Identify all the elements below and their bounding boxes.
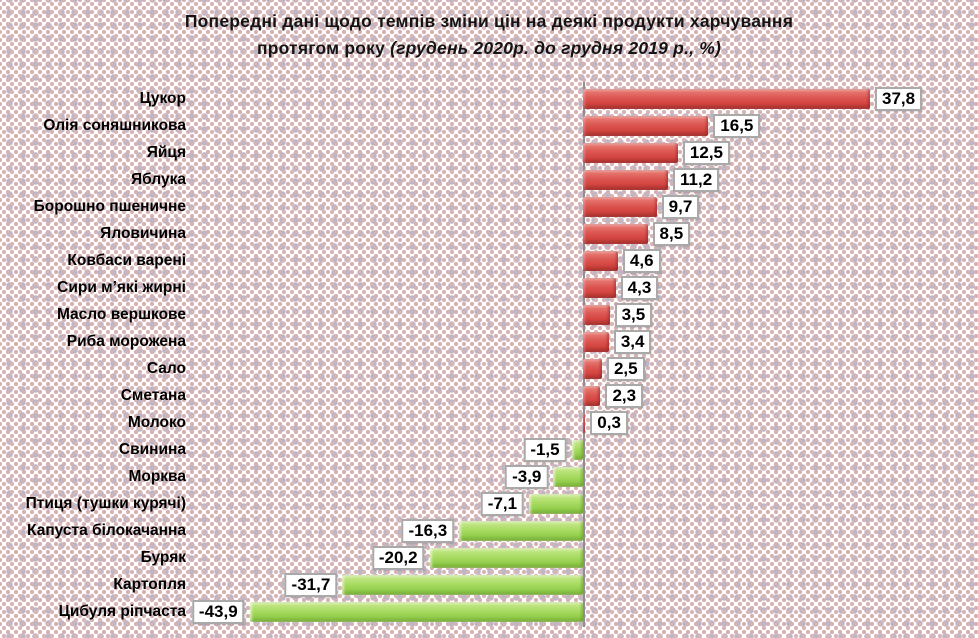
bar-negative — [553, 466, 583, 487]
category-label: Морква — [128, 467, 186, 485]
bar-positive — [583, 358, 602, 379]
value-label: 11,2 — [673, 167, 720, 192]
category-label: Молоко — [127, 413, 186, 431]
bar-positive — [583, 223, 648, 244]
value-label: -1,5 — [523, 437, 567, 462]
bar-negative — [571, 439, 583, 460]
bar-positive — [583, 250, 618, 271]
y-axis-line — [583, 82, 585, 627]
category-label: Птиця (тушки курячі) — [25, 494, 186, 512]
category-label: Свинина — [118, 440, 186, 458]
bar-positive — [583, 304, 610, 325]
bar-positive — [583, 412, 586, 433]
value-label: -16,3 — [401, 518, 455, 543]
value-label: 0,3 — [590, 410, 628, 435]
bar-negative — [249, 601, 583, 622]
value-label: -31,7 — [284, 572, 338, 597]
chart-title-line2-plain: протягом року — [256, 38, 386, 58]
bar-negative — [459, 520, 583, 541]
category-label: Сало — [146, 359, 186, 377]
value-label: 8,5 — [652, 221, 691, 246]
bar-positive — [583, 196, 657, 217]
category-label: Риба морожена — [66, 332, 186, 350]
bar-positive — [583, 277, 616, 298]
value-label: 16,5 — [713, 113, 761, 138]
value-label: 4,6 — [622, 248, 661, 273]
value-label: 4,3 — [620, 275, 659, 300]
category-label: Яблука — [131, 170, 186, 188]
value-label: 2,3 — [605, 383, 644, 408]
category-label: Ковбаси варені — [67, 251, 186, 269]
category-label: Цукор — [139, 89, 186, 107]
category-label: Масло вершкове — [56, 305, 186, 323]
chart-title: Попередні дані щодо темпів зміни цін на … — [0, 8, 978, 62]
bar-positive — [583, 385, 601, 406]
category-label: Сири м’які жирні — [57, 278, 186, 296]
bar-positive — [583, 169, 669, 190]
bar-negative — [342, 574, 583, 595]
value-label: -20,2 — [371, 545, 425, 570]
category-label: Цибуля ріпчаста — [58, 602, 186, 620]
category-label: Борошно пшеничне — [33, 197, 186, 215]
value-label: 2,5 — [606, 356, 645, 381]
bar-positive — [583, 331, 609, 352]
chart-title-line1: Попередні дані щодо темпів зміни цін на … — [184, 11, 794, 31]
chart-title-line2-italic: (грудень 2020р. до грудня 2019 р., %) — [390, 38, 722, 58]
value-label: -43,9 — [191, 599, 245, 624]
category-label: Яловичина — [100, 224, 186, 242]
bar-positive — [583, 115, 709, 136]
value-label: 3,4 — [613, 329, 652, 354]
value-label: 37,8 — [875, 86, 923, 111]
category-label: Сметана — [120, 386, 186, 404]
value-label: 12,5 — [682, 140, 730, 165]
value-label: 9,7 — [661, 194, 700, 219]
category-label: Яйця — [146, 143, 186, 161]
value-label: -7,1 — [480, 491, 525, 516]
bar-negative — [429, 547, 583, 568]
bar-negative — [529, 493, 583, 514]
bar-positive — [583, 142, 678, 163]
category-label: Картопля — [113, 575, 186, 593]
bar-positive — [583, 88, 870, 109]
category-label: Буряк — [140, 548, 186, 566]
chart-title-line2: протягом року (грудень 2020р. до грудня … — [0, 35, 978, 62]
category-label: Капуста білокачанна — [27, 521, 186, 539]
value-label: 3,5 — [614, 302, 653, 327]
value-label: -3,9 — [505, 464, 549, 489]
category-label: Олія соняшникова — [43, 116, 186, 134]
